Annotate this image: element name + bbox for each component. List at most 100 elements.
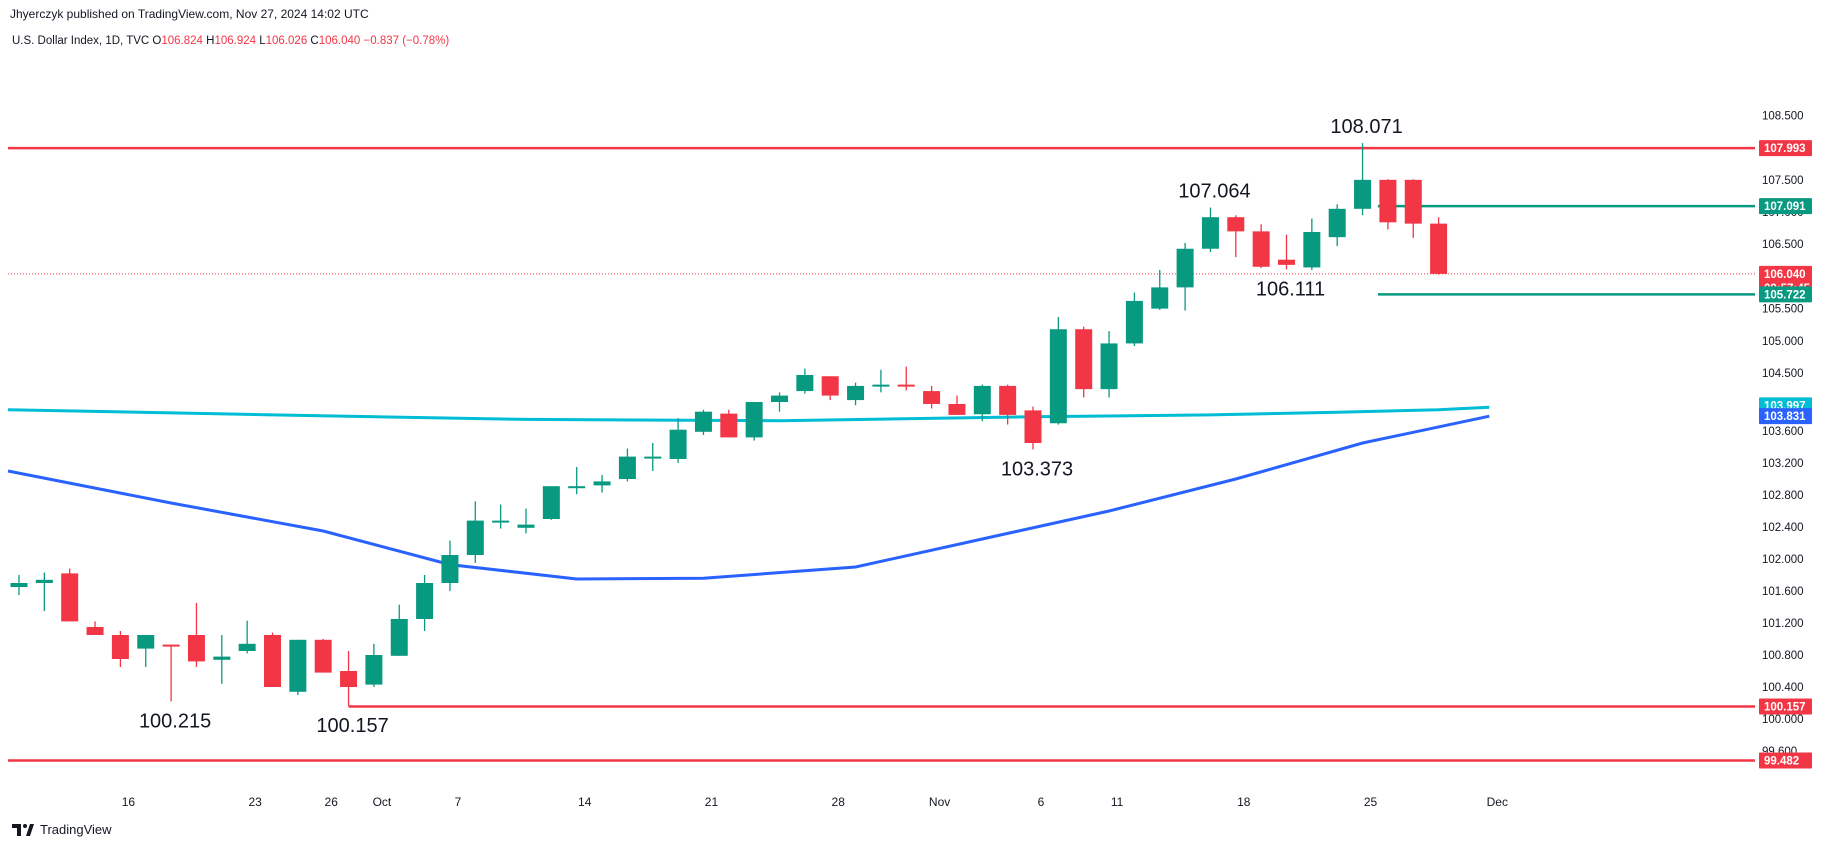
candle-body[interactable] <box>111 635 129 659</box>
candle-body[interactable] <box>187 635 205 662</box>
price-tag-99.482 <box>1759 752 1812 769</box>
candle-body[interactable] <box>61 573 79 622</box>
price-tag-label: 103.831 <box>1764 411 1806 423</box>
high-value: 106.924 <box>214 35 257 47</box>
candle-body[interactable] <box>162 644 180 647</box>
candle-body[interactable] <box>1151 287 1169 309</box>
ma-blue-line[interactable] <box>7 414 1490 581</box>
candle-body[interactable] <box>1252 231 1270 267</box>
candle-body[interactable] <box>340 671 358 687</box>
candle-body[interactable] <box>1176 248 1194 288</box>
candle-body[interactable] <box>10 583 28 587</box>
candle-body[interactable] <box>441 555 459 583</box>
x-tick-label: 26 <box>325 795 339 809</box>
candle-body[interactable] <box>1075 329 1093 390</box>
candle-body[interactable] <box>314 639 332 673</box>
candle-body[interactable] <box>1430 223 1448 274</box>
y-tick-label: 104.500 <box>1762 368 1804 380</box>
publish-line: Jhyerczyk published on TradingView.com, … <box>10 7 369 21</box>
x-tick-label: 11 <box>1111 795 1124 809</box>
footer-brand: TradingView <box>40 822 112 837</box>
price-tag-107.091 <box>1759 198 1812 215</box>
candle-body[interactable] <box>872 384 890 387</box>
candle-body[interactable] <box>238 643 256 651</box>
candle-body[interactable] <box>796 374 814 392</box>
x-tick-label: Dec <box>1487 795 1508 809</box>
candle-body[interactable] <box>1024 410 1042 443</box>
candle-body[interactable] <box>618 456 636 479</box>
y-tick-label: 108.500 <box>1762 110 1804 122</box>
candle-body[interactable] <box>213 656 231 660</box>
candle-body[interactable] <box>568 486 586 489</box>
candle-body[interactable] <box>669 429 687 459</box>
candle-body[interactable] <box>1354 179 1372 209</box>
price-tag-107.993 <box>1759 140 1812 157</box>
candle-body[interactable] <box>1328 208 1346 238</box>
candle-body[interactable] <box>644 456 662 459</box>
y-tick-label: 100.800 <box>1762 650 1804 662</box>
candle-body[interactable] <box>390 619 408 656</box>
x-tick-label: 18 <box>1237 795 1251 809</box>
candle-body[interactable] <box>1404 179 1422 224</box>
open-value: 106.824 <box>161 35 203 47</box>
candle-body[interactable] <box>416 583 434 619</box>
candle-body[interactable] <box>923 391 941 404</box>
candle-body[interactable] <box>897 384 915 387</box>
price-annotation: 103.373 <box>1001 458 1073 480</box>
y-tick-label: 105.000 <box>1762 336 1804 348</box>
y-tick-label: 100.000 <box>1762 714 1804 726</box>
candle-body[interactable] <box>948 403 966 415</box>
price-tag-100.157 <box>1759 698 1812 715</box>
candle-body[interactable] <box>720 413 738 438</box>
candle-body[interactable] <box>745 402 763 438</box>
price-annotation: 108.071 <box>1330 116 1402 138</box>
candle-body[interactable] <box>492 520 510 523</box>
candle-body[interactable] <box>466 520 484 555</box>
x-tick-label: 6 <box>1038 795 1045 809</box>
price-tag-label: 107.091 <box>1764 201 1806 213</box>
price-tag-105.722 <box>1759 286 1812 303</box>
candle-body[interactable] <box>1100 343 1118 390</box>
price-tag-103.831 <box>1759 408 1812 425</box>
price-annotation: 100.157 <box>316 715 388 737</box>
candle-body[interactable] <box>365 655 383 685</box>
candle-body[interactable] <box>1227 217 1245 232</box>
candle-body[interactable] <box>973 385 991 415</box>
low-value: 106.026 <box>265 35 308 47</box>
candle-body[interactable] <box>542 486 560 519</box>
footer: TradingView <box>12 822 112 837</box>
candle-body[interactable] <box>1278 259 1295 265</box>
close-label: C <box>310 35 319 47</box>
candle-body[interactable] <box>35 579 53 583</box>
candle-body[interactable] <box>517 524 535 528</box>
candle-body[interactable] <box>264 635 281 687</box>
candle-body[interactable] <box>1125 300 1143 344</box>
candle-body[interactable] <box>1303 232 1321 268</box>
x-tick-label: Nov <box>929 795 950 809</box>
price-tag-label: 107.993 <box>1764 143 1806 155</box>
candle-body[interactable] <box>86 627 104 635</box>
candle-body[interactable] <box>821 376 839 396</box>
candle-body[interactable] <box>999 385 1017 415</box>
x-tick-label: 25 <box>1364 795 1378 809</box>
y-tick-label: 101.200 <box>1762 618 1804 630</box>
price-annotation: 107.064 <box>1178 181 1250 203</box>
change-value: −0.837 (−0.78%) <box>363 35 450 47</box>
x-tick-label: 21 <box>705 795 719 809</box>
candle-body[interactable] <box>1201 217 1219 249</box>
candle-body[interactable] <box>771 395 788 403</box>
candle-body[interactable] <box>1379 179 1397 223</box>
candle-body[interactable] <box>593 481 611 486</box>
candle-body[interactable] <box>289 639 307 692</box>
x-tick-label: Oct <box>373 795 392 809</box>
candle-body[interactable] <box>847 385 865 401</box>
price-tag-label: 99.482 <box>1764 755 1799 767</box>
low-label: L <box>259 35 266 47</box>
y-tick-label: 106.500 <box>1762 239 1804 251</box>
candle-body[interactable] <box>694 411 712 432</box>
candle-body[interactable] <box>137 635 155 649</box>
open-label: O <box>152 35 162 47</box>
price-annotation: 100.215 <box>139 710 211 732</box>
candle-body[interactable] <box>1049 329 1067 424</box>
